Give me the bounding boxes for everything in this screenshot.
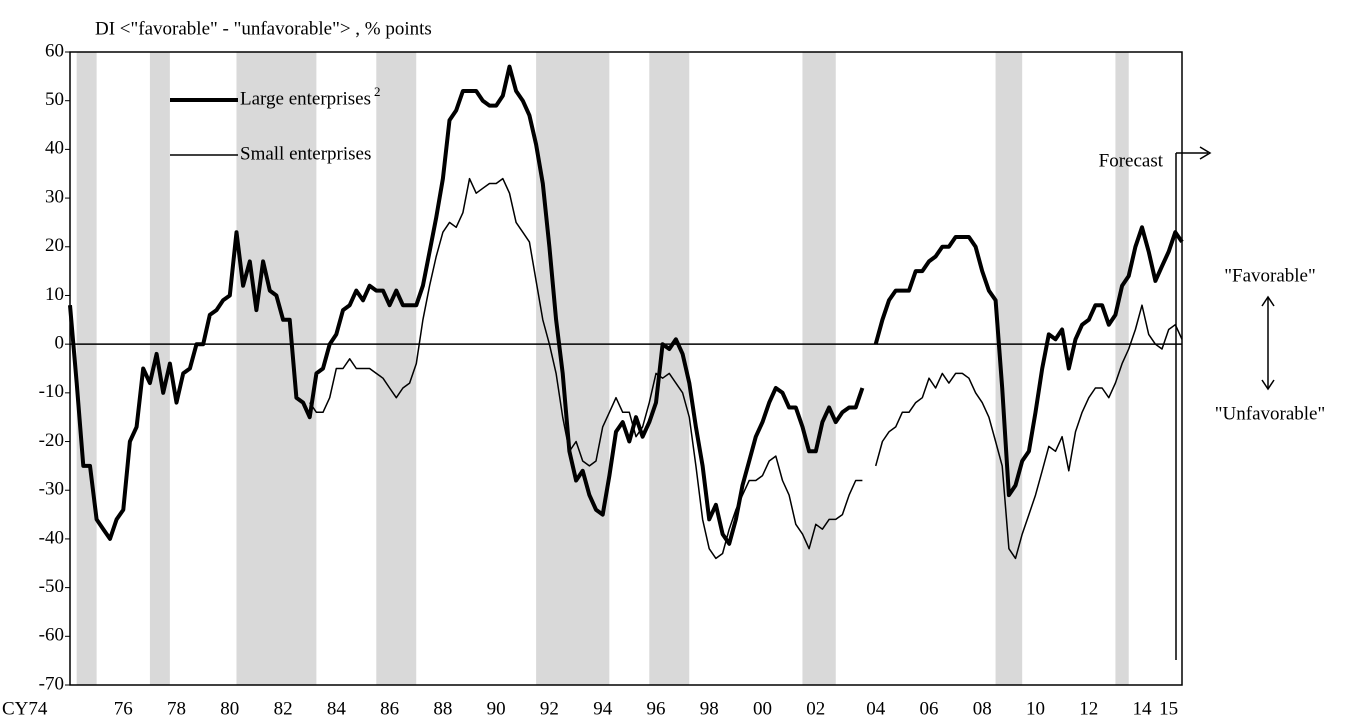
x-tick-label: 02 (806, 698, 825, 719)
x-tick-label: 10 (1026, 698, 1045, 719)
y-tick-label: 30 (45, 186, 64, 207)
x-tick-label: 04 (866, 698, 886, 719)
x-tick-label: 00 (753, 698, 772, 719)
forecast-arrowhead (1199, 146, 1212, 160)
unfavorable-label: "Unfavorable" (1215, 403, 1325, 424)
y-tick-label: -30 (39, 479, 64, 500)
forecast-label: Forecast (1099, 150, 1164, 171)
x-tick-label: 08 (973, 698, 992, 719)
x-tick-label: 96 (646, 698, 665, 719)
legend-superscript: 2 (374, 84, 381, 99)
x-tick-label: 92 (540, 698, 559, 719)
y-tick-label: 40 (45, 138, 64, 159)
double-arrowhead (1261, 295, 1275, 391)
x-tick-label: 98 (700, 698, 719, 719)
plot-frame (69, 51, 1183, 686)
y-tick-label: 60 (45, 40, 64, 61)
x-tick-label: 78 (167, 698, 186, 719)
x-tick-label: 86 (380, 698, 399, 719)
x-tick-label: 80 (220, 698, 239, 719)
y-tick-label: -10 (39, 381, 64, 402)
x-tick-label: 12 (1079, 698, 1098, 719)
shaded-period (536, 52, 610, 685)
x-tick-label: 90 (487, 698, 506, 719)
x-tick-label: 15 (1159, 698, 1178, 719)
y-tick-label: 0 (55, 333, 65, 354)
shaded-period (76, 52, 97, 685)
y-tick-label: 50 (45, 89, 64, 110)
shaded-period (236, 52, 317, 685)
x-tick-label: CY74 (2, 698, 48, 719)
x-tick-label: 76 (114, 698, 133, 719)
y-axis-title: DI <"favorable" - "unfavorable"> , % poi… (95, 18, 432, 39)
series-line (309, 177, 1183, 560)
x-tick-label: 84 (327, 698, 347, 719)
x-tick-label: 06 (919, 698, 938, 719)
y-tick-label: -60 (39, 625, 64, 646)
y-tick-label: -40 (39, 527, 64, 548)
series-line (68, 64, 1184, 546)
y-tick-label: -70 (39, 673, 64, 694)
x-tick-label: 88 (433, 698, 452, 719)
x-tick-label: 14 (1133, 698, 1153, 719)
x-tick-label: 82 (274, 698, 293, 719)
legend-label: Large enterprises 2 (240, 84, 381, 109)
shaded-period (802, 52, 836, 685)
shaded-period (649, 52, 690, 685)
y-tick-label: -20 (39, 430, 64, 451)
shaded-period (1115, 52, 1129, 685)
y-tick-label: 10 (45, 284, 64, 305)
x-tick-label: 94 (593, 698, 613, 719)
y-tick-label: -50 (39, 576, 64, 597)
shaded-period (376, 52, 417, 685)
y-tick-label: 20 (45, 235, 64, 256)
plot-layer: -70 -60 -50 -40 -30 -20 -10 0 10 20 30 40 50 60 CY74 76… (2, 40, 1184, 719)
legend-label: Small enterprises (240, 143, 371, 164)
favorable-label: "Favorable" (1224, 265, 1315, 286)
